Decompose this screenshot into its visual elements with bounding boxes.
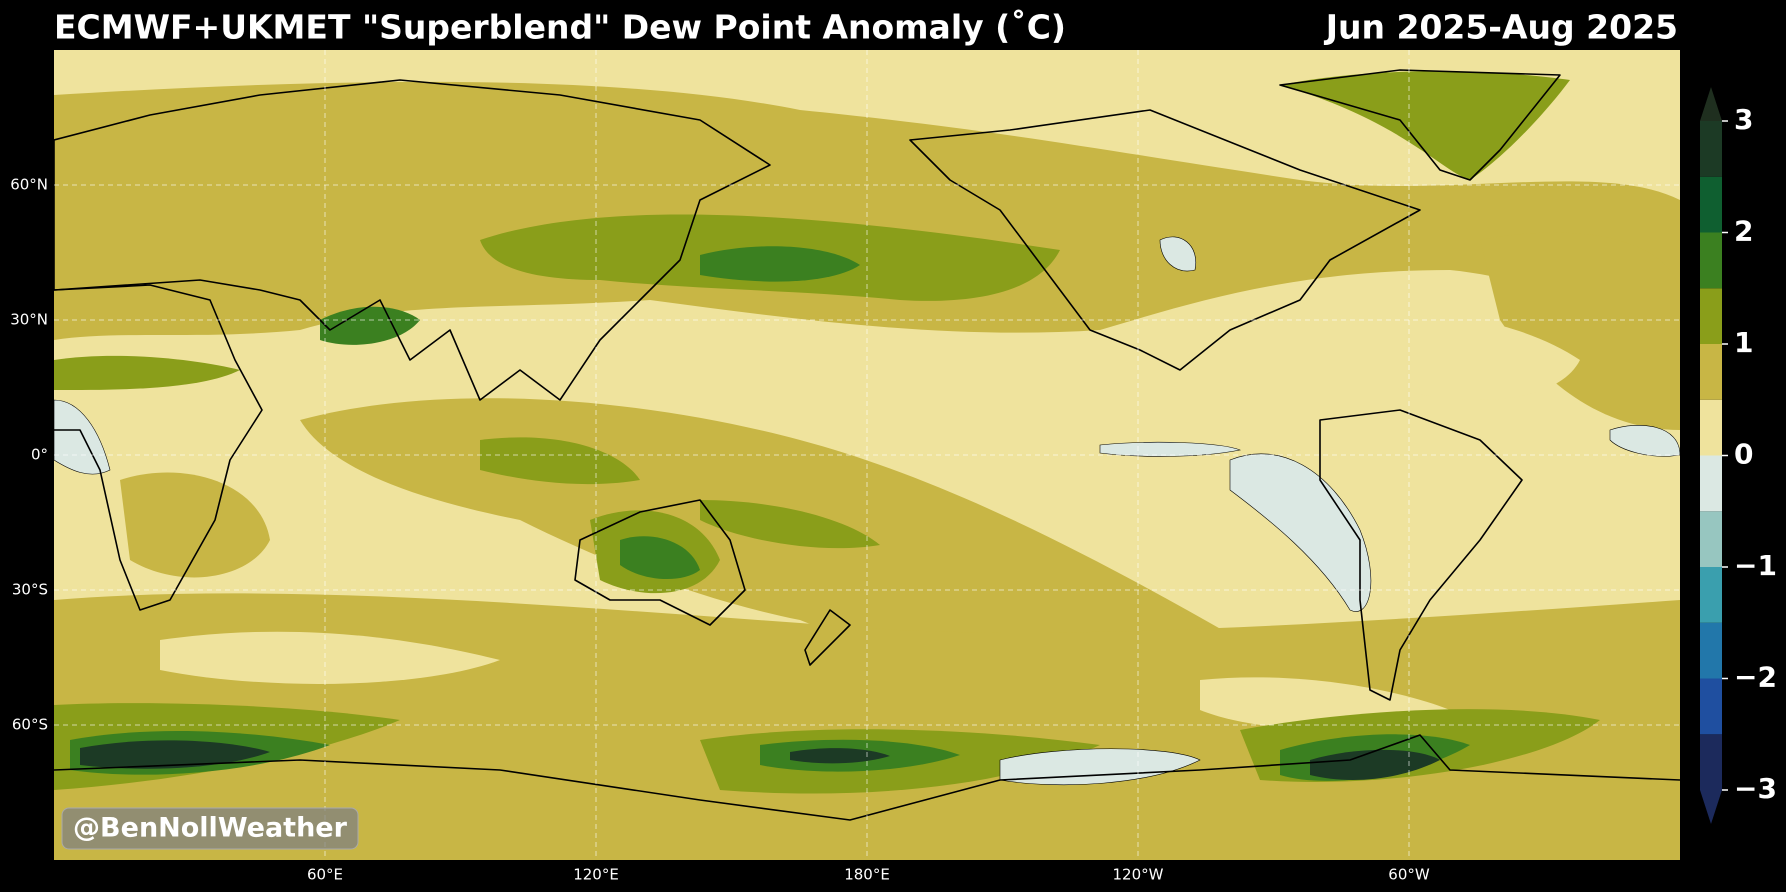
colorbar-bin (1700, 622, 1722, 679)
lat-tick-label: 30°S (12, 581, 48, 599)
lat-tick-label: 60°S (12, 716, 48, 734)
anomaly-darkest (80, 740, 1440, 780)
map-field (54, 50, 1680, 860)
lon-tick-label: 180°E (844, 866, 890, 884)
lon-tick-label: 60°E (307, 866, 343, 884)
lat-tick-label: 60°N (10, 176, 48, 194)
lat-tick-label: 0° (31, 446, 48, 464)
map-title: ECMWF+UKMET "Superblend" Dew Point Anoma… (54, 8, 1066, 47)
lon-tick-label: 120°W (1113, 866, 1164, 884)
lon-tick-label: 60°W (1388, 866, 1430, 884)
colorbar-bin (1700, 121, 1722, 177)
lat-tick-label: 30°N (10, 311, 48, 329)
colorbar-over (1700, 87, 1722, 121)
colorbar-bin (1700, 567, 1722, 623)
colorbar-bin (1700, 344, 1722, 400)
colorbar-bin (1700, 232, 1722, 289)
colorbar-bin (1700, 511, 1722, 567)
colorbar-tick-label: −2 (1734, 661, 1777, 694)
watermark-box (61, 807, 359, 850)
colorbar-tick-label: 3 (1734, 103, 1753, 136)
watermark: @BenNollWeather (61, 807, 359, 850)
colorbar-tick-label: −3 (1734, 772, 1777, 805)
colorbar-bin (1700, 176, 1722, 233)
colorbar-bin (1700, 734, 1722, 790)
coastlines (54, 69, 1680, 821)
colorbar-bin (1700, 399, 1722, 456)
watermark-text: @BenNollWeather (73, 813, 348, 844)
graticule (54, 50, 1680, 860)
lon-tick-label: 120°E (573, 866, 619, 884)
colorbar-under (1700, 790, 1722, 824)
anomaly-negative (54, 236, 1680, 786)
colorbar-tick-label: −1 (1734, 549, 1777, 582)
colorbar-tick-label: 1 (1734, 326, 1753, 359)
colorbar-bin (1700, 288, 1722, 344)
colorbar-bin (1700, 678, 1722, 735)
colorbar-tick-label: 0 (1734, 438, 1753, 471)
axes: 60°N 30°N 0° 30°S 60°S 60°E 120°E 180°E 120°W 60°… (10, 176, 1430, 884)
colorbar-tick-label: 2 (1734, 215, 1753, 248)
colorbar-bin (1700, 455, 1722, 512)
map-period: Jun 2025-Aug 2025 (1324, 8, 1678, 47)
colorbar: −3 −2 −1 0 1 2 3 (1700, 87, 1777, 824)
